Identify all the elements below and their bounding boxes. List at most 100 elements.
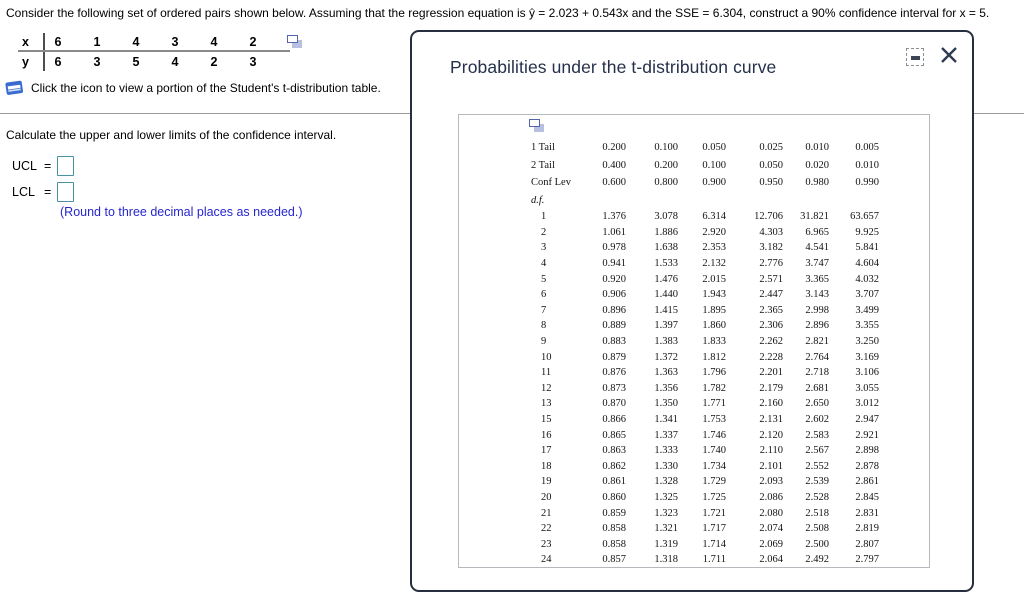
t-table-row-label: 5 [541,273,547,285]
t-table-cell: 12.706 [754,211,783,223]
t-table-cell: 1.886 [654,226,678,238]
t-table-cell: 2.797 [855,554,879,566]
t-table-row-label: 2 Tail [531,159,555,171]
t-table-row: 3 0.978 1.638 2.353 3.182 4.541 5.841 [531,240,929,256]
t-table-cell: 1.943 [702,289,726,301]
t-table-row: 10 0.879 1.372 1.812 2.228 2.764 3.169 [531,349,929,365]
t-table-cell: 0.100 [702,159,726,171]
pair-x-value: 2 [249,34,257,49]
t-table-cell: 1.717 [702,523,726,535]
t-table-cell: 1.383 [654,336,678,348]
ucl-label: UCL [12,158,38,173]
t-table-row: 18 0.862 1.330 1.734 2.101 2.552 2.878 [531,459,929,475]
t-table-cell: 0.400 [602,159,626,171]
t-table-cell: 2.552 [805,460,829,472]
t-table-row: 6 0.906 1.440 1.943 2.447 3.143 3.707 [531,287,929,303]
t-table-cell: 31.821 [800,211,829,223]
t-table-book-icon[interactable] [5,80,24,96]
t-table-cell: 1.318 [654,554,678,566]
t-table-cell: 4.541 [805,242,829,254]
t-table-cell: 2.508 [805,523,829,535]
t-table-row: 8 0.889 1.397 1.860 2.306 2.896 3.355 [531,318,929,334]
t-table-cell: 2.831 [855,507,879,519]
t-table-cell: 2.819 [855,523,879,535]
t-table-cell: 2.160 [759,398,783,410]
t-table-row-label: 16 [541,429,552,441]
t-table-cell: 9.925 [855,226,879,238]
t-table-cell: 0.941 [602,258,626,270]
t-table-row-label: 8 [541,320,547,332]
t-table-cell: 0.990 [855,177,879,189]
t-table-cell: 2.086 [759,491,783,503]
t-table-cell: 2.571 [759,273,783,285]
t-table-cell: 3.012 [855,398,879,410]
t-table-cell: 0.600 [602,177,626,189]
t-table-cell: 2.069 [759,538,783,550]
ucl-input[interactable] [57,155,74,176]
t-table-1tail-row: 1 Tail 0.200 0.100 0.050 0.025 0.010 0.005 [531,139,929,157]
pairs-x-label: x [22,34,29,49]
minimize-bar [910,56,920,60]
t-table-cell: 0.866 [602,414,626,426]
calc-prompt: Calculate the upper and lower limits of … [6,128,337,142]
pairs-divider [43,33,45,50]
t-table-row-label: 1 [541,211,547,223]
t-table-cell: 2.764 [805,351,829,363]
t-table-cell: 0.010 [855,159,879,171]
t-table-row-label: 4 [541,258,547,270]
t-table-cell: 1.812 [702,351,726,363]
t-table-row-label: 13 [541,398,552,410]
t-table-cell: 3.169 [855,351,879,363]
t-table-row-label: 1 Tail [531,142,555,154]
t-table-cell: 2.947 [855,414,879,426]
close-icon[interactable] [939,45,959,65]
t-table-row: 11 0.876 1.363 1.796 2.201 2.718 3.106 [531,365,929,381]
popout-icon[interactable] [287,35,302,48]
ucl-row: UCL = [12,155,74,176]
t-table-cell: 0.863 [602,445,626,457]
t-table-cell: 2.101 [759,460,783,472]
t-table-cell: 1.895 [702,304,726,316]
t-table-cell: 2.074 [759,523,783,535]
t-table-cell: 3.250 [855,336,879,348]
t-table-cell: 0.010 [805,142,829,154]
pair-x-value: 1 [93,34,101,49]
t-table-cell: 3.355 [855,320,879,332]
popout-icon-back [534,124,544,132]
t-table-cell: 2.110 [759,445,783,457]
t-table-row: 1 1.376 3.078 6.314 12.706 31.821 63.657 [531,209,929,225]
t-table-cell: 2.921 [855,429,879,441]
minimize-icon[interactable] [906,48,924,66]
t-table-cell: 2.583 [805,429,829,441]
t-table-row: 9 0.883 1.383 1.833 2.262 2.821 3.250 [531,334,929,350]
pairs-x-row: x 6 1 4 3 4 2 [18,33,290,52]
popout-icon-back [292,40,302,48]
t-table-cell: 2.120 [759,429,783,441]
t-table-cell: 1.356 [654,382,678,394]
pair-y-value: 2 [210,54,218,69]
t-table-df-header-row: d.f. [531,192,929,210]
t-table-cell: 1.341 [654,414,678,426]
t-table-conflev-row: Conf Lev 0.600 0.800 0.900 0.950 0.980 0.990 [531,174,929,192]
lcl-input[interactable] [57,181,74,202]
t-table-row-label: 21 [541,507,552,519]
t-table-cell: 1.734 [702,460,726,472]
pair-y-value: 4 [171,54,179,69]
popout-icon[interactable] [529,119,544,132]
t-table-cell: 0.858 [602,538,626,550]
t-table-cell: 1.325 [654,491,678,503]
t-table-cell: 3.055 [855,382,879,394]
t-table-row-label: Conf Lev [531,177,571,189]
pairs-y-label: y [22,54,29,69]
t-table-cell: 0.896 [602,304,626,316]
t-table-cell: 1.440 [654,289,678,301]
t-table-cell: 2.602 [805,414,829,426]
t-table-box: 1 Tail 0.200 0.100 0.050 0.025 0.010 0.005 2 Ta… [458,114,930,568]
t-table-row: 13 0.870 1.350 1.771 2.160 2.650 3.012 [531,396,929,412]
popout-icon-front [287,35,298,43]
t-table-cell: 0.859 [602,507,626,519]
pairs-x-values: 6 1 4 3 4 2 [45,35,279,49]
t-table-cell: 2.845 [855,491,879,503]
t-table-cell: 0.920 [602,273,626,285]
t-table-cell: 2.201 [759,367,783,379]
